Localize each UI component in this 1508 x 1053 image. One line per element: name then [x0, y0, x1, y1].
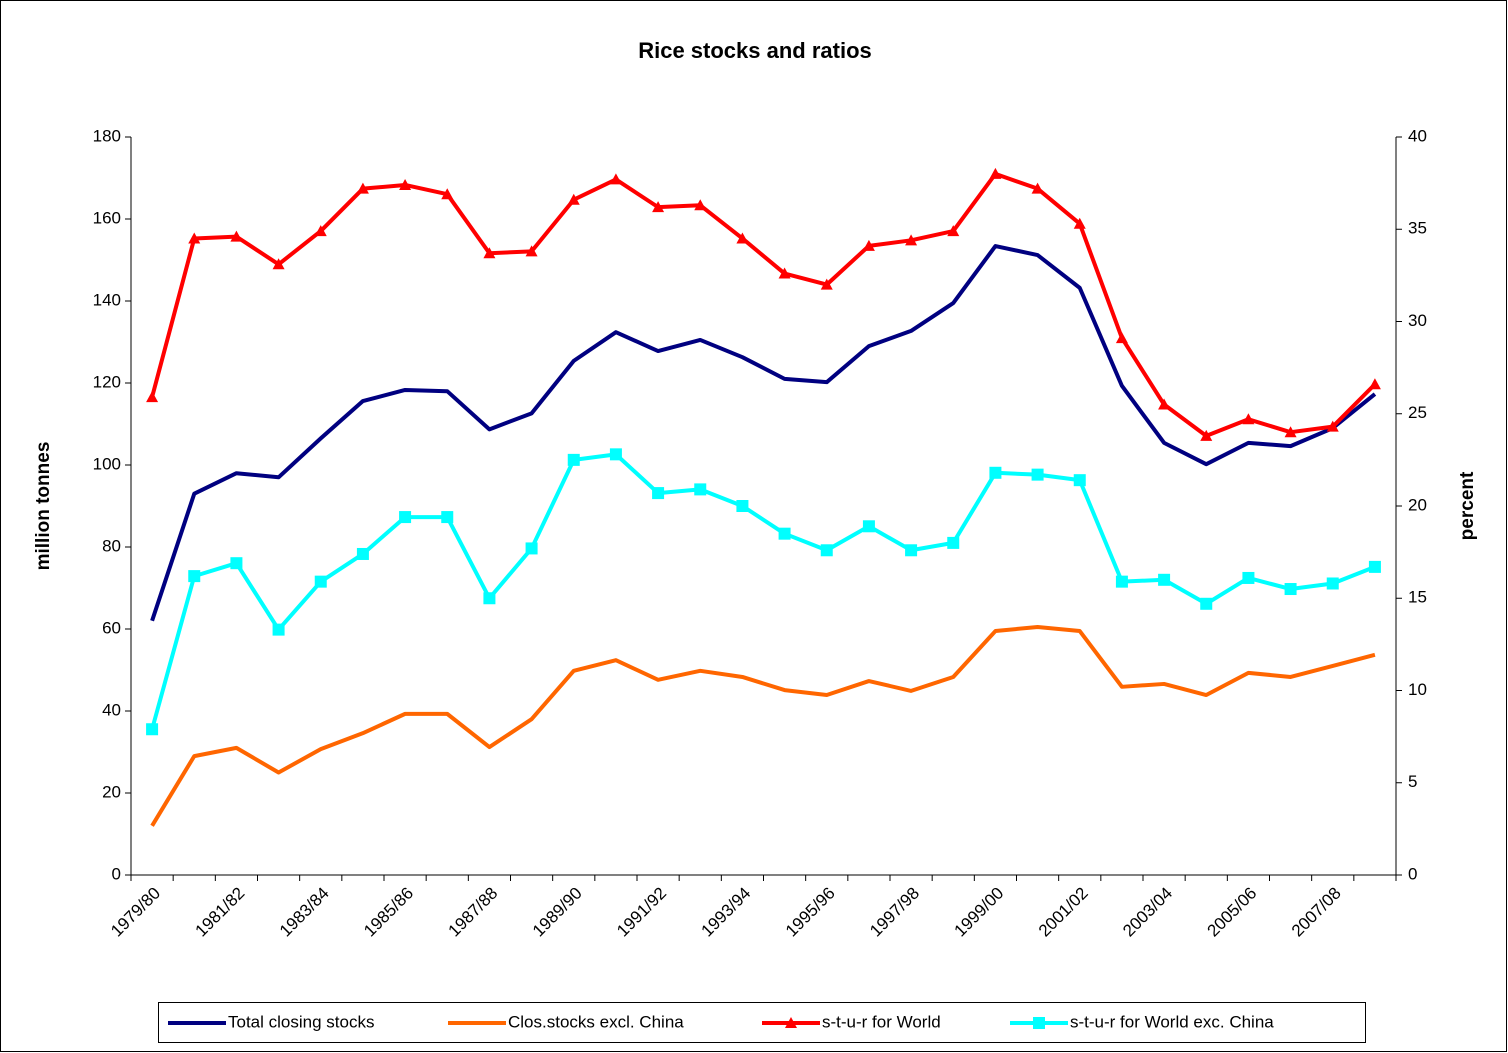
- y2-tick-label: 30: [1408, 311, 1427, 330]
- y-tick-label: 0: [112, 864, 121, 883]
- marker: [356, 547, 369, 560]
- marker: [609, 448, 622, 461]
- marker: [989, 167, 1002, 179]
- series-line: [150, 171, 1377, 438]
- marker: [1115, 575, 1128, 588]
- marker: [356, 182, 369, 194]
- marker: [1031, 182, 1044, 194]
- marker: [1158, 398, 1171, 410]
- legend-label: Clos.stocks excl. China: [508, 1012, 684, 1031]
- marker: [272, 258, 285, 270]
- marker: [1368, 378, 1381, 390]
- y-tick-label: 60: [102, 618, 121, 637]
- marker: [483, 592, 496, 605]
- marker: [1242, 571, 1255, 584]
- marker: [1115, 332, 1128, 344]
- marker: [272, 623, 285, 636]
- marker: [947, 536, 960, 549]
- marker: [778, 527, 791, 540]
- y-tick-label: 180: [93, 126, 121, 145]
- y2-axis-label: percent: [1457, 471, 1478, 540]
- marker: [146, 391, 159, 403]
- y-tick-label: 100: [93, 454, 121, 473]
- y2-tick-label: 10: [1408, 680, 1427, 699]
- y2-tick-label: 40: [1408, 126, 1427, 145]
- y-tick-label: 140: [93, 290, 121, 309]
- marker: [230, 557, 243, 570]
- chart-title: Rice stocks and ratios: [638, 38, 872, 63]
- marker: [399, 178, 412, 190]
- marker: [441, 511, 454, 524]
- marker: [525, 542, 538, 555]
- legend-marker: [1033, 1017, 1045, 1029]
- legend-label: Total closing stocks: [228, 1012, 374, 1031]
- marker: [905, 544, 918, 557]
- marker: [567, 193, 580, 205]
- marker: [1326, 420, 1339, 432]
- marker: [820, 544, 833, 557]
- y-tick-label: 20: [102, 782, 121, 801]
- marker: [862, 520, 875, 533]
- marker: [1200, 597, 1213, 610]
- marker: [862, 239, 875, 251]
- y2-tick-label: 20: [1408, 495, 1427, 514]
- marker: [778, 267, 791, 279]
- marker: [905, 234, 918, 246]
- marker: [609, 173, 622, 185]
- y2-tick-label: 15: [1408, 588, 1427, 607]
- marker: [1284, 583, 1297, 596]
- marker: [694, 483, 707, 496]
- marker: [1242, 413, 1255, 425]
- y2-tick-label: 25: [1408, 403, 1427, 422]
- marker: [1200, 429, 1213, 441]
- legend-label: s-t-u-r for World: [822, 1012, 941, 1031]
- marker: [947, 225, 960, 237]
- marker: [230, 230, 243, 242]
- marker: [188, 570, 201, 583]
- y2-tick-label: 0: [1408, 864, 1417, 883]
- marker: [1368, 560, 1381, 573]
- series-line: [150, 244, 1377, 622]
- marker: [188, 232, 201, 244]
- marker: [736, 232, 749, 244]
- y-tick-label: 40: [102, 700, 121, 719]
- marker: [1073, 217, 1086, 229]
- y-tick-label: 120: [93, 372, 121, 391]
- marker: [146, 723, 159, 736]
- marker: [694, 199, 707, 211]
- marker: [1073, 474, 1086, 487]
- marker: [652, 487, 665, 500]
- marker: [1158, 573, 1171, 586]
- marker: [314, 225, 327, 237]
- series-line: [150, 452, 1376, 730]
- marker: [820, 278, 833, 290]
- legend-label: s-t-u-r for World exc. China: [1070, 1012, 1274, 1031]
- marker: [399, 511, 412, 524]
- y-tick-label: 160: [93, 208, 121, 227]
- marker: [652, 201, 665, 213]
- marker: [314, 575, 327, 588]
- marker: [736, 500, 749, 512]
- y-axis-label: million tonnes: [33, 442, 54, 571]
- legend-marker: [785, 1017, 797, 1028]
- y2-tick-label: 35: [1408, 219, 1427, 238]
- y-tick-label: 80: [102, 536, 121, 555]
- marker: [1326, 577, 1339, 590]
- series-line: [150, 624, 1376, 827]
- marker: [1284, 426, 1297, 438]
- marker: [1031, 468, 1044, 481]
- marker: [567, 453, 580, 466]
- y2-tick-label: 5: [1408, 772, 1417, 791]
- marker: [483, 247, 496, 259]
- marker: [525, 245, 538, 257]
- marker: [441, 188, 454, 200]
- marker: [989, 466, 1002, 479]
